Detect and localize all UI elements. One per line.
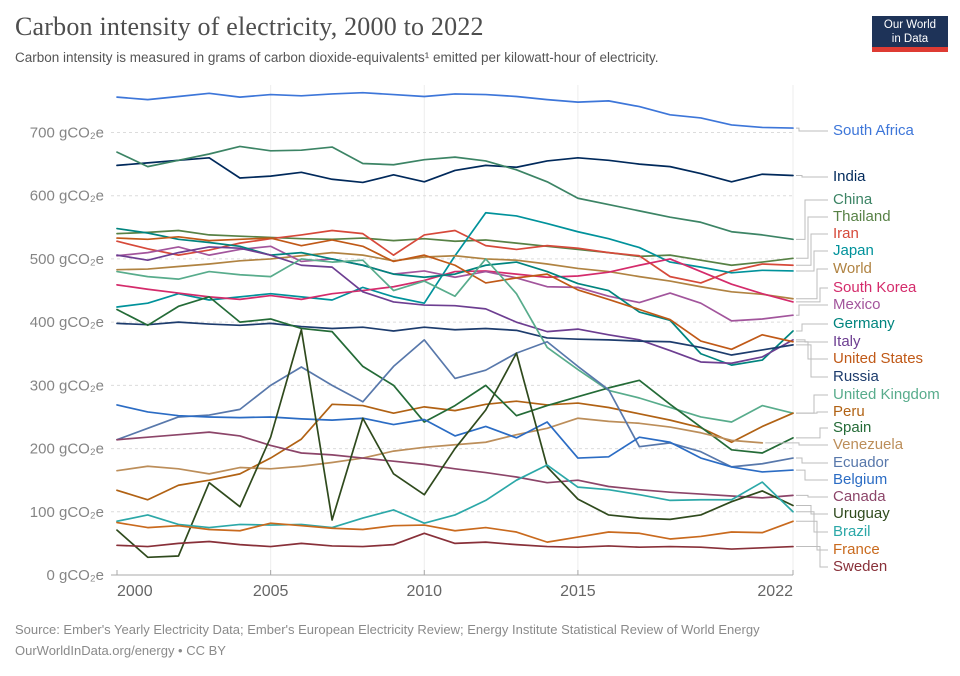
legend-connector bbox=[796, 520, 828, 551]
y-tick-label: 500 gCO₂e bbox=[30, 251, 104, 268]
series-line-france[interactable] bbox=[116, 520, 794, 543]
page-title: Carbon intensity of electricity, 2000 to… bbox=[15, 12, 484, 41]
legend-connector bbox=[796, 394, 828, 414]
series-line-spain[interactable] bbox=[116, 296, 794, 454]
legend-connector bbox=[796, 344, 828, 378]
series-line-thailand[interactable] bbox=[116, 229, 794, 267]
legend-item-russia[interactable]: Russia bbox=[833, 368, 879, 385]
legend-connector bbox=[796, 174, 828, 178]
series-line-sweden[interactable] bbox=[116, 532, 794, 550]
legend-item-uruguay[interactable]: Uruguay bbox=[833, 505, 890, 522]
series-line-world[interactable] bbox=[116, 251, 794, 300]
chart-subtitle: Carbon intensity is measured in grams of… bbox=[15, 50, 659, 65]
legend-connector bbox=[796, 469, 828, 481]
series-line-italy[interactable] bbox=[116, 246, 794, 365]
series-line-china[interactable] bbox=[116, 145, 794, 241]
legend-item-ecuador[interactable]: Ecuador bbox=[833, 454, 889, 471]
legend-connector bbox=[796, 341, 828, 360]
legend-connector bbox=[796, 504, 828, 515]
legend-item-spain[interactable]: Spain bbox=[833, 419, 872, 436]
legend-connector bbox=[796, 250, 828, 272]
legend-item-italy[interactable]: Italy bbox=[833, 333, 861, 350]
x-tick-label: 2000 bbox=[117, 583, 153, 600]
owid-logo-line2: in Data bbox=[891, 33, 929, 45]
legend-item-united-states[interactable]: United States bbox=[833, 350, 924, 367]
legend-item-canada[interactable]: Canada bbox=[833, 488, 886, 505]
y-tick-label: 0 gCO₂e bbox=[46, 567, 104, 584]
legend-connector bbox=[765, 442, 828, 446]
legend-item-germany[interactable]: Germany bbox=[833, 315, 895, 332]
legend-item-china[interactable]: China bbox=[833, 191, 873, 208]
legend-connector bbox=[796, 511, 828, 533]
series-line-russia[interactable] bbox=[116, 321, 794, 356]
series-line-india[interactable] bbox=[116, 156, 794, 184]
legend-item-belgium[interactable]: Belgium bbox=[833, 471, 888, 488]
legend-item-world[interactable]: World bbox=[833, 260, 872, 277]
legend-item-south-africa[interactable]: South Africa bbox=[833, 122, 914, 139]
legend-item-japan[interactable]: Japan bbox=[833, 242, 874, 259]
legend-connector bbox=[796, 323, 828, 332]
owid-logo-line1: Our World bbox=[883, 18, 937, 31]
series-line-japan[interactable] bbox=[116, 211, 794, 308]
legend-connector bbox=[796, 127, 828, 132]
source-line: Source: Ember's Yearly Electricity Data;… bbox=[15, 622, 760, 637]
legend-item-india[interactable]: India bbox=[833, 168, 866, 185]
x-tick-label: 2005 bbox=[253, 583, 289, 600]
legend-item-peru[interactable]: Peru bbox=[833, 403, 865, 420]
owid-logo-accent-bar bbox=[872, 47, 948, 52]
legend-item-south-korea[interactable]: South Korea bbox=[833, 279, 917, 296]
legend-item-mexico[interactable]: Mexico bbox=[833, 296, 881, 313]
footer-link[interactable]: OurWorldInData.org/energy • CC BY bbox=[15, 643, 226, 658]
series-line-south-korea[interactable] bbox=[116, 258, 794, 303]
legend-connector bbox=[796, 427, 828, 439]
legend-connector bbox=[796, 216, 828, 259]
legend-connector bbox=[796, 494, 828, 498]
series-line-belgium[interactable] bbox=[116, 404, 794, 473]
x-tick-label: 2022 bbox=[757, 583, 793, 600]
legend-connector bbox=[796, 287, 828, 303]
legend-item-france[interactable]: France bbox=[833, 541, 880, 558]
legend-item-brazil[interactable]: Brazil bbox=[833, 523, 871, 540]
y-tick-label: 100 gCO₂e bbox=[30, 504, 104, 521]
series-line-united-states[interactable] bbox=[116, 235, 794, 351]
legend-connector bbox=[796, 268, 828, 300]
legend-connector bbox=[796, 199, 828, 240]
y-tick-label: 700 gCO₂e bbox=[30, 125, 104, 142]
legend-item-sweden[interactable]: Sweden bbox=[833, 558, 888, 575]
series-line-south-africa[interactable] bbox=[116, 91, 794, 129]
legend-item-united-kingdom[interactable]: United Kingdom bbox=[833, 386, 940, 403]
series-line-ecuador[interactable] bbox=[116, 338, 794, 468]
legend-connector bbox=[796, 304, 828, 316]
x-tick-label: 2010 bbox=[406, 583, 442, 600]
series-line-peru[interactable] bbox=[116, 400, 794, 501]
legend-connector bbox=[796, 233, 828, 266]
y-tick-label: 200 gCO₂e bbox=[30, 441, 104, 458]
y-tick-label: 300 gCO₂e bbox=[30, 377, 104, 394]
series-line-brazil[interactable] bbox=[116, 464, 794, 529]
owid-logo[interactable]: Our World in Data bbox=[872, 16, 948, 52]
y-tick-label: 400 gCO₂e bbox=[30, 314, 104, 331]
legend-connector bbox=[796, 411, 828, 414]
series-line-united-kingdom[interactable] bbox=[116, 258, 794, 423]
series-line-uruguay[interactable] bbox=[116, 328, 794, 559]
series-line-venezuela[interactable] bbox=[116, 417, 764, 475]
y-tick-label: 600 gCO₂e bbox=[30, 188, 104, 205]
legend-item-iran[interactable]: Iran bbox=[833, 225, 859, 242]
series-line-germany[interactable] bbox=[116, 227, 794, 366]
legend-item-venezuela[interactable]: Venezuela bbox=[833, 436, 904, 453]
legend-connector bbox=[796, 546, 828, 568]
legend-connector bbox=[796, 457, 828, 464]
x-tick-label: 2015 bbox=[560, 583, 596, 600]
legend-connector bbox=[796, 339, 828, 343]
legend-item-thailand[interactable]: Thailand bbox=[833, 208, 891, 225]
series-line-mexico[interactable] bbox=[116, 245, 794, 322]
series-line-canada[interactable] bbox=[116, 431, 794, 499]
